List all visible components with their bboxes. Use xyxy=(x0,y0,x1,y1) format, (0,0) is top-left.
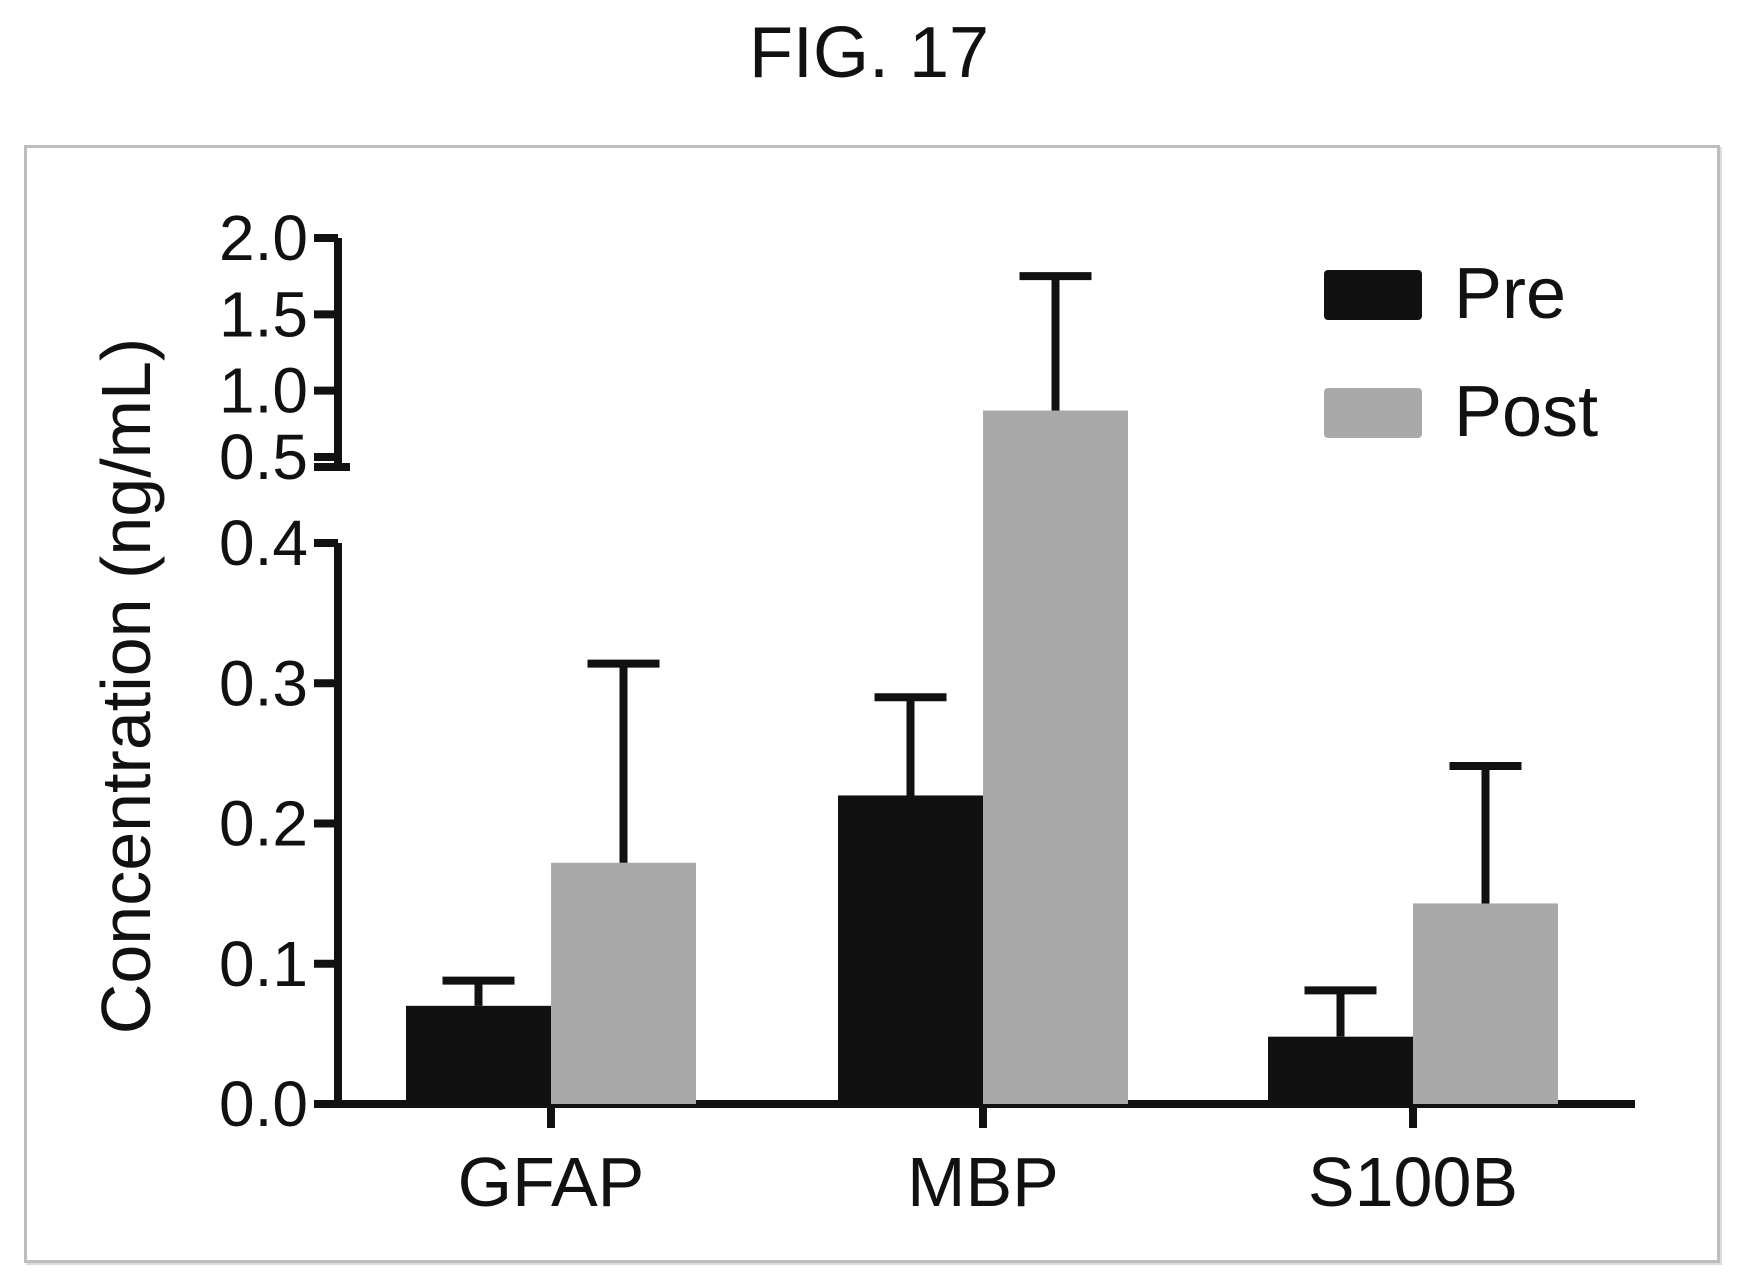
bar-pre-s100b xyxy=(1268,1036,1413,1104)
y-tick-label: 0.0 xyxy=(219,1068,308,1140)
axis-labels: 0.0 0.1 0.2 0.3 0.4 0.51.01.52.0 GFAP MBP S100B C… xyxy=(87,202,1518,1221)
y-tick-label: 0.3 xyxy=(219,647,308,719)
error-bar-pre-mbp xyxy=(874,693,947,796)
bar-post-mbp xyxy=(983,410,1128,1105)
error-bar-pre-gfap xyxy=(442,976,515,1006)
bar-post-s100b xyxy=(1413,903,1558,1104)
y-tick-label: 0.2 xyxy=(219,788,308,860)
bar-pre-gfap xyxy=(406,1005,551,1104)
legend-swatch-pre xyxy=(1324,270,1422,320)
y-tick-label: 0.5 xyxy=(219,421,308,493)
error-bar-post-mbp xyxy=(1019,272,1092,411)
y-tick-label: 0.4 xyxy=(219,507,308,579)
error-bar-post-s100b xyxy=(1449,761,1522,904)
legend-label-pre: Pre xyxy=(1454,254,1566,334)
bars xyxy=(406,410,1558,1105)
error-bar-post-gfap xyxy=(587,659,660,863)
y-tick-label: 0.1 xyxy=(219,928,308,1000)
legend: Pre Post xyxy=(1324,254,1598,452)
bar-pre-mbp xyxy=(838,795,983,1104)
legend-swatch-post xyxy=(1324,388,1422,438)
bar-post-gfap xyxy=(551,862,696,1104)
y-tick-label: 1.5 xyxy=(219,278,308,350)
y-tick-label: 2.0 xyxy=(219,202,308,274)
y-axis-title: Concentration (ng/mL) xyxy=(87,338,165,1034)
error-bar-pre-s100b xyxy=(1304,986,1377,1037)
error-bars xyxy=(442,272,1522,1037)
figure-title: FIG. 17 xyxy=(748,13,990,93)
x-tick-label: GFAP xyxy=(458,1143,645,1221)
x-tick-label: MBP xyxy=(907,1143,1059,1221)
y-tick-label: 1.0 xyxy=(219,355,308,427)
legend-label-post: Post xyxy=(1454,372,1598,452)
x-tick-label: S100B xyxy=(1308,1143,1518,1221)
